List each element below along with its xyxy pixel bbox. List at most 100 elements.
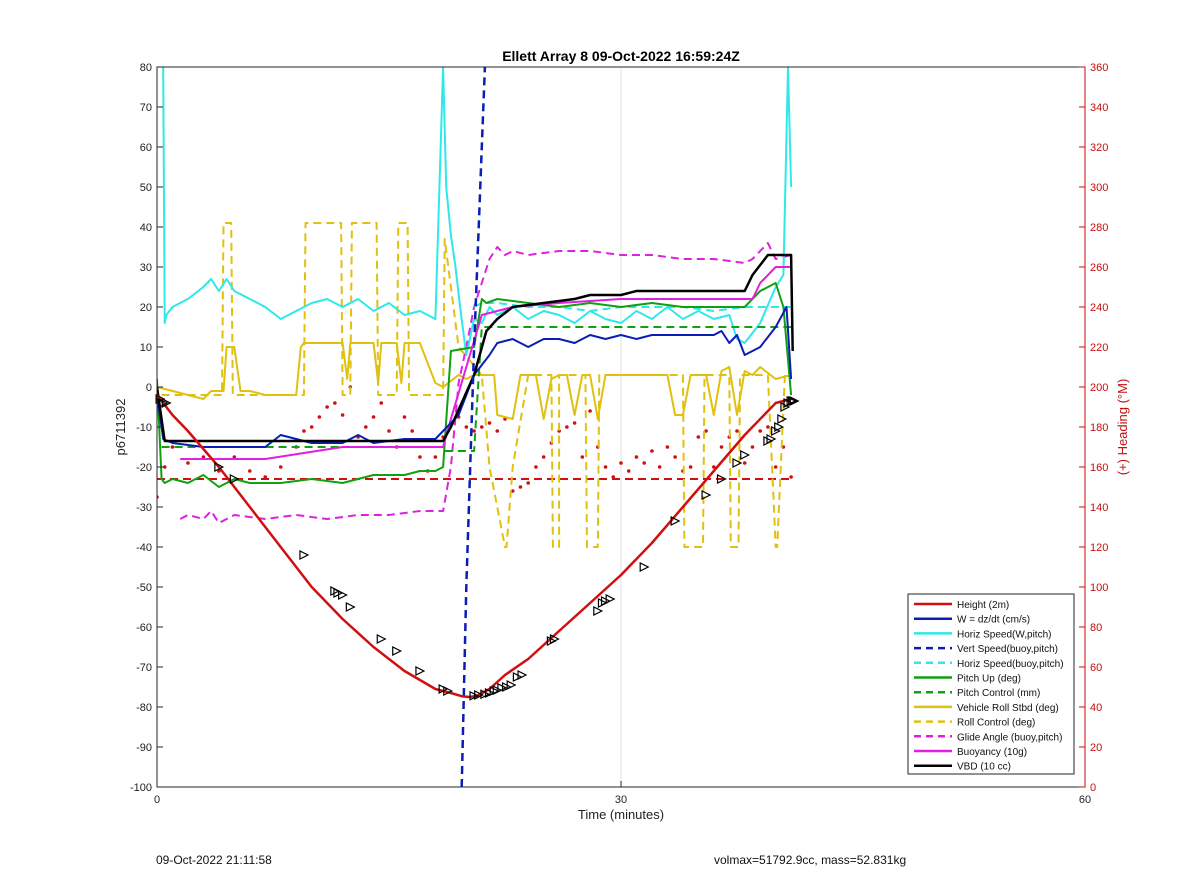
legend-label: Pitch Up (deg)	[957, 674, 1021, 685]
y-tick-label: -70	[136, 662, 152, 674]
heading-point	[232, 455, 237, 459]
y2-tick-label: 180	[1090, 422, 1108, 434]
heading-point	[317, 415, 322, 419]
dive-marker	[438, 684, 449, 694]
legend-label: Horiz Speed(buoy,pitch)	[957, 659, 1064, 670]
y2-tick-label: 340	[1090, 102, 1108, 114]
y2-tick-label: 0	[1090, 782, 1096, 794]
heading-point	[688, 465, 693, 469]
heading-point	[572, 421, 577, 425]
heading-point	[379, 401, 384, 405]
y-axis-right: 0 20 40 60 80 100 120 140 160 180 200 220 240 260 280 3…	[1079, 62, 1108, 794]
heading-point	[719, 445, 724, 449]
dive-marker	[670, 516, 681, 526]
dive-marker	[492, 685, 503, 696]
dive-marker	[443, 686, 454, 696]
footer-date: 09-Oct-2022 21:11:58	[156, 853, 272, 867]
heading-point	[325, 405, 329, 409]
dive-marker	[489, 686, 500, 696]
heading-point	[634, 455, 639, 459]
y2-tick-label: 280	[1090, 222, 1108, 234]
x-tick-label: 0	[154, 794, 160, 806]
heading-point	[742, 461, 747, 465]
heading-point	[673, 455, 677, 459]
heading-point	[201, 455, 206, 459]
heading-point	[402, 415, 407, 419]
footer-mass-info: volmax=51792.9cc, mass=52.831kg	[714, 853, 907, 867]
y2-axis-label: (+) Heading (°M)	[1115, 379, 1130, 476]
y-tick-label: -10	[136, 422, 152, 434]
heading-point	[302, 429, 306, 433]
dive-marker	[512, 672, 523, 682]
dive-marker	[469, 690, 480, 701]
dive-marker	[605, 594, 616, 604]
y-tick-label: 60	[140, 142, 152, 154]
dive-marker	[777, 414, 788, 424]
dive-marker	[701, 490, 712, 500]
y-tick-label: -60	[136, 622, 152, 634]
dive-marker	[155, 394, 166, 404]
heading-point	[773, 465, 778, 469]
y-tick-label: -50	[136, 582, 152, 594]
dive-marker	[766, 434, 777, 444]
dive-marker	[214, 462, 225, 472]
y2-tick-label: 240	[1090, 302, 1108, 314]
heading-point	[704, 429, 708, 433]
legend-label: W = dz/dt (cm/s)	[957, 615, 1030, 626]
heading-point	[170, 445, 175, 449]
y2-tick-label: 160	[1090, 462, 1108, 474]
y2-tick-label: 320	[1090, 142, 1108, 154]
heading-point	[387, 429, 391, 433]
dive-markers	[155, 394, 800, 701]
dive-marker	[740, 450, 751, 460]
dive-marker	[774, 422, 785, 432]
heading-point	[371, 415, 376, 419]
dive-marker	[392, 646, 403, 656]
y-tick-label: -40	[136, 542, 152, 554]
dive-marker	[716, 474, 727, 484]
y2-tick-label: 40	[1090, 702, 1102, 714]
heading-point	[541, 455, 546, 459]
legend-box	[907, 593, 1075, 775]
heading-point	[565, 425, 569, 429]
dive-marker	[376, 634, 387, 644]
heading-point	[480, 425, 484, 429]
heading-point	[611, 475, 616, 479]
heading-point	[580, 455, 585, 459]
heading-point	[278, 465, 283, 469]
series-roll	[157, 342, 792, 420]
dive-marker	[786, 396, 797, 406]
heading-point	[696, 435, 701, 439]
series-roll-ctrl	[161, 222, 792, 548]
y2-tick-label: 120	[1090, 542, 1108, 554]
dive-marker	[600, 596, 611, 606]
legend-label: Vert Speed(buoy,pitch)	[957, 644, 1058, 655]
heading-point	[758, 429, 762, 433]
heading-point	[526, 481, 530, 485]
y2-tick-label: 260	[1090, 262, 1108, 274]
y-tick-label: -80	[136, 702, 152, 714]
dive-marker	[771, 426, 782, 436]
y-tick-label: 10	[140, 342, 152, 354]
y-tick-label: 80	[140, 62, 152, 74]
y2-tick-label: 20	[1090, 742, 1102, 754]
y2-tick-label: 100	[1090, 582, 1108, 594]
heading-point	[665, 445, 670, 449]
heading-point	[263, 475, 268, 479]
dive-marker	[593, 606, 604, 616]
dive-marker	[333, 588, 344, 598]
heading-point	[603, 465, 608, 469]
heading-point	[619, 461, 623, 465]
series-vert-buoy	[460, 67, 487, 787]
heading-point	[626, 469, 631, 473]
x-tick-label: 60	[1079, 794, 1091, 806]
dive-marker	[480, 689, 491, 700]
y-tick-label: -20	[136, 462, 152, 474]
heading-point	[588, 409, 592, 413]
dive-marker	[161, 398, 172, 408]
x-axis-label: Time (minutes)	[578, 807, 664, 822]
dive-marker	[506, 680, 517, 690]
y-tick-label: 40	[140, 222, 152, 234]
series-pitch	[157, 282, 793, 488]
dive-marker	[549, 634, 560, 644]
